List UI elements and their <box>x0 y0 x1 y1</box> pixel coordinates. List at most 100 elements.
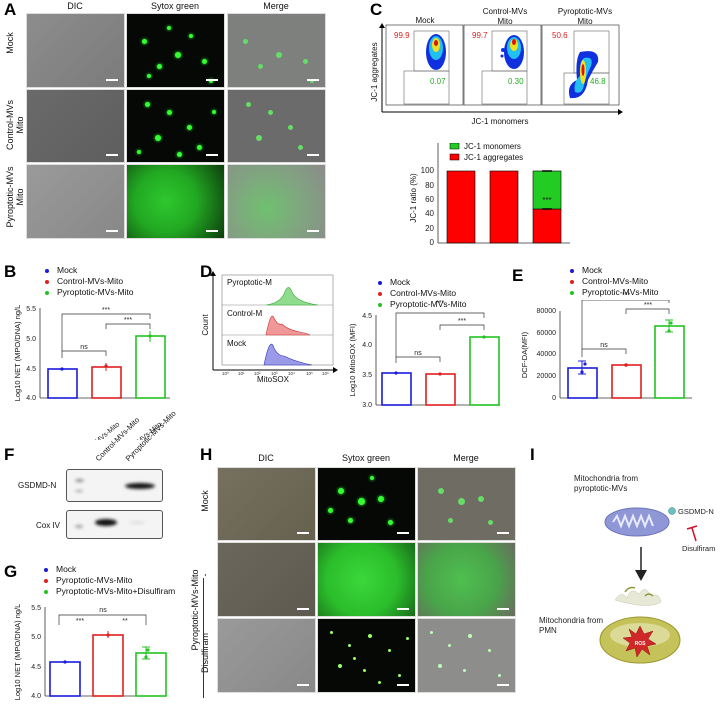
image-h-pyroptotic-sytox <box>317 542 416 617</box>
image-a-mock-merge <box>227 13 326 88</box>
svg-text:***: *** <box>644 302 652 309</box>
svg-text:0.30: 0.30 <box>508 77 524 86</box>
col-title-merge: Merge <box>263 1 289 11</box>
col-title-dic: DIC <box>67 1 83 11</box>
svg-text:***: *** <box>542 196 551 205</box>
svg-text:40000: 40000 <box>537 351 557 358</box>
image-h-disulfiram-merge <box>417 618 516 693</box>
svg-text:99.9: 99.9 <box>394 31 410 40</box>
svg-text:80000: 80000 <box>537 308 557 315</box>
svg-text:4.0: 4.0 <box>26 395 36 402</box>
svg-text:ns: ns <box>600 342 608 349</box>
svg-text:10⁵: 10⁵ <box>306 371 313 376</box>
chart-b-net: 4.0 4.5 5.0 5.5 Log10 NET (MPO/DNA) ng/L… <box>13 305 170 440</box>
svg-text:Log10 NET (MPO/DNA) ng/L: Log10 NET (MPO/DNA) ng/L <box>13 604 22 701</box>
gsdmd-pore-icon <box>668 507 676 515</box>
h-col-title-merge: Merge <box>453 453 479 463</box>
h-group-bracket <box>203 578 204 698</box>
svg-text:Control-M: Control-M <box>227 309 262 318</box>
legend-d: Mock Control-MVs-Mito Pyroptotic-MVs-Mit… <box>378 277 467 310</box>
i-bottom-text: Mitochondria from PMN <box>539 616 604 635</box>
svg-text:10³: 10³ <box>271 371 278 376</box>
svg-text:60000: 60000 <box>537 330 557 337</box>
svg-text:***: *** <box>124 317 132 324</box>
image-h-pyroptotic-dic <box>217 542 316 617</box>
chart-c-jc1-ratio: JC-1 monomers JC-1 aggregates 0 20 40 60… <box>409 143 570 247</box>
svg-text:4.5: 4.5 <box>31 664 41 671</box>
svg-text:5.5: 5.5 <box>26 306 36 313</box>
svg-text:Mock: Mock <box>227 339 247 348</box>
svg-text:4.0: 4.0 <box>31 693 41 700</box>
panel-label-g: G <box>4 562 18 581</box>
i-top-text: Mitochondria from pyroptotic-MVs <box>574 474 639 493</box>
panel-label-b: B <box>4 262 17 281</box>
svg-text:***: *** <box>102 307 110 314</box>
svg-text:JC-1 aggregates: JC-1 aggregates <box>464 153 523 162</box>
svg-text:3.5: 3.5 <box>362 372 372 379</box>
image-a-control-dic <box>26 89 125 163</box>
h-row-label-disulfiram: Disulfiram <box>200 633 210 674</box>
legend-e: Mock Control-MVs-Mito Pyroptotic-MVs-Mit… <box>570 265 659 298</box>
svg-text:Log10 NET (MPO/DNA) ng/L: Log10 NET (MPO/DNA) ng/L <box>13 305 22 402</box>
svg-text:50.6: 50.6 <box>552 31 568 40</box>
svg-text:Mock: Mock <box>415 16 435 25</box>
chart-g-net-disulfiram: 4.0 4.5 5.0 5.5 Log10 NET (MPO/DNA) ng/L… <box>13 604 167 701</box>
western-blot-cox4 <box>66 510 163 539</box>
image-a-control-merge <box>227 89 326 163</box>
sig-e-outer: *** <box>622 292 631 299</box>
svg-text:10²: 10² <box>254 371 261 376</box>
panel-label-i: I <box>530 445 535 464</box>
svg-text:10¹: 10¹ <box>238 371 245 376</box>
western-blot-gsdmd <box>66 469 163 502</box>
svg-text:ns: ns <box>414 350 422 357</box>
svg-text:DCF-DA(MFI): DCF-DA(MFI) <box>520 331 529 378</box>
sig-d-outer: *** <box>436 300 445 307</box>
svg-text:ROS: ROS <box>635 641 647 647</box>
h-group-label: Pyroptotic-MVs-Mito <box>190 569 200 651</box>
schematic-i: GSDMD-N Disulfiram ROS <box>599 507 715 664</box>
svg-text:99.7: 99.7 <box>472 31 488 40</box>
chart-d-mitosox-mfi: 3.0 3.5 4.0 4.5 Log10 MitoSOX (MFI) ns *… <box>348 312 500 409</box>
h-row-label-mock: Mock <box>200 490 210 512</box>
svg-text:80: 80 <box>425 181 434 190</box>
panel-label-c: C <box>370 0 383 19</box>
svg-text:Count: Count <box>201 314 210 336</box>
svg-text:3.0: 3.0 <box>362 402 372 409</box>
legend-b: Mock Control-MVs-Mito Pyroptotic-MVs-Mit… <box>45 265 134 298</box>
svg-text:**: ** <box>122 618 128 625</box>
panel-label-a: A <box>4 0 17 19</box>
row-label-mock: Mock <box>5 32 15 54</box>
image-a-mock-dic <box>26 13 125 88</box>
svg-text:46.8: 46.8 <box>590 77 606 86</box>
panel-label-e: E <box>512 266 524 285</box>
band-label-cox4: Cox IV <box>36 521 61 530</box>
svg-text:0: 0 <box>552 395 556 402</box>
svg-text:0.07: 0.07 <box>430 77 446 86</box>
image-h-disulfiram-dic <box>217 618 316 693</box>
svg-text:Pyroptotic-MVs: Pyroptotic-MVs <box>558 7 612 16</box>
svg-text:Pyroptotic-M: Pyroptotic-M <box>227 278 272 287</box>
image-h-mock-sytox <box>317 467 416 541</box>
svg-text:4.5: 4.5 <box>362 313 372 320</box>
svg-text:***: *** <box>76 618 84 625</box>
svg-text:4.0: 4.0 <box>362 342 372 349</box>
panel-label-h: H <box>200 445 213 464</box>
svg-text:5.5: 5.5 <box>31 605 41 612</box>
image-a-pyroptotic-merge <box>227 164 326 239</box>
svg-text:10⁴: 10⁴ <box>288 371 295 376</box>
svg-text:Log10 MitoSOX (MFI): Log10 MitoSOX (MFI) <box>348 323 357 396</box>
svg-text:Mito: Mito <box>497 17 513 26</box>
svg-text:MitoSOX: MitoSOX <box>257 375 290 384</box>
band-label-gsdmd: GSDMD-N <box>18 481 57 490</box>
image-a-pyroptotic-dic <box>26 164 125 239</box>
image-h-mock-merge <box>417 467 516 541</box>
svg-text:GSDMD-N: GSDMD-N <box>678 507 714 516</box>
image-a-control-sytox <box>126 89 225 163</box>
svg-text:JC-1 monomers: JC-1 monomers <box>464 143 521 151</box>
svg-text:20000: 20000 <box>537 373 557 380</box>
histogram-d-mitosox: Count MitoSOX Pyroptotic-M Control-M Moc… <box>201 271 338 384</box>
h-col-title-dic: DIC <box>258 453 274 463</box>
panel-label-f: F <box>4 445 15 464</box>
legend-g: Mock Pyroptotic-MVs-Mito Pyroptotic-MVs-… <box>44 564 175 597</box>
image-a-mock-sytox <box>126 13 225 88</box>
